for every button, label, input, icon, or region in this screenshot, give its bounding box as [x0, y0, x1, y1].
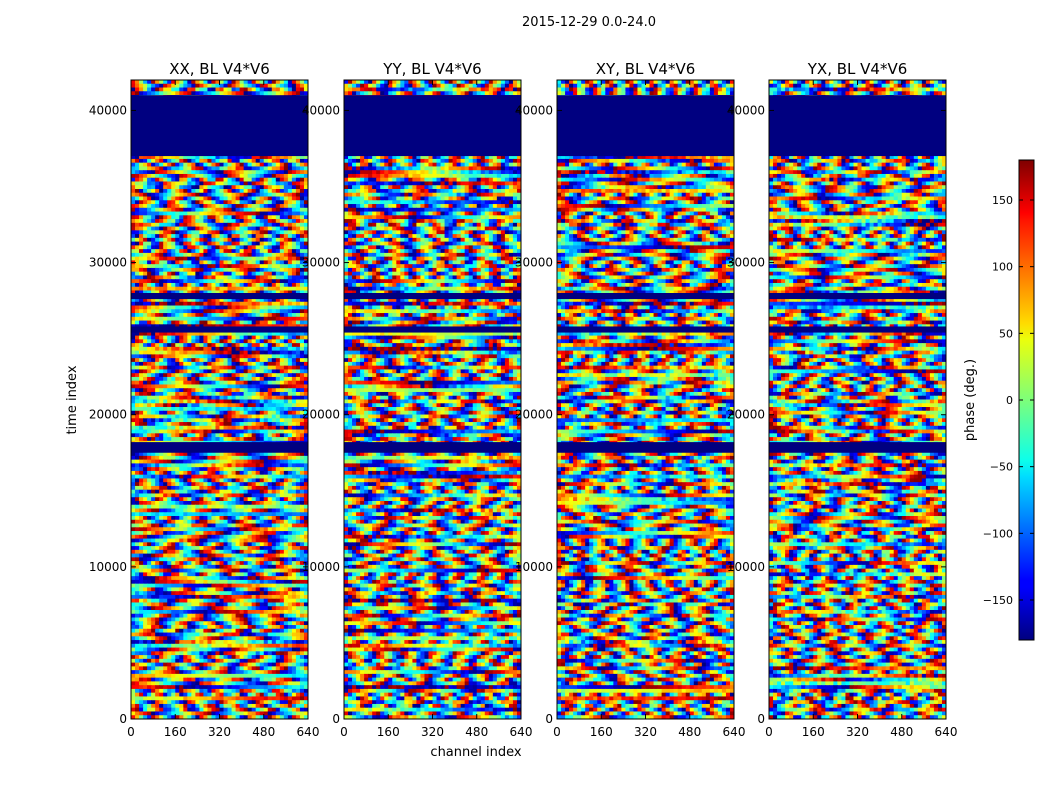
flagged-block	[769, 95, 946, 157]
colorbar-tick-label: −150	[983, 594, 1013, 607]
y-tick-label: 30000	[515, 256, 553, 270]
flagged-block	[131, 442, 308, 453]
x-axis-label: channel index	[430, 745, 521, 760]
x-tick-label: 640	[297, 725, 320, 739]
y-tick-label: 20000	[727, 408, 765, 422]
heatmap-panel: XY, BL V4*V6 0 160 320 480 640 0 10000 20000 3000…	[515, 60, 746, 739]
flagged-block	[557, 442, 734, 453]
flagged-block	[344, 293, 521, 300]
x-tick-label: 320	[634, 725, 657, 739]
heatmap-panel: YX, BL V4*V6 0 160 320 480 640 0 10000 20000 3000…	[727, 60, 958, 739]
x-tick-label: 480	[252, 725, 275, 739]
heatmap-image	[131, 80, 308, 719]
colorbar-tick-label: −100	[983, 527, 1013, 540]
colorbar-tick-label: 50	[999, 327, 1013, 340]
colorbar-label: phase (deg.)	[963, 359, 978, 441]
colorbar: 150 100 50 0 −50 −100 −150 phase (deg.)	[963, 159, 1035, 641]
figure-suptitle: 2015-12-29 0.0-24.0	[522, 15, 656, 30]
y-tick-label: 30000	[727, 256, 765, 270]
panels: XX, BL V4*V6 0 160 320 480 640 0 10000 20000 3000…	[89, 60, 958, 739]
y-tick-label: 0	[119, 712, 127, 726]
y-tick-label: 10000	[89, 560, 127, 574]
flagged-block	[344, 95, 521, 157]
y-tick-label: 0	[757, 712, 765, 726]
x-tick-label: 160	[802, 725, 825, 739]
y-tick-label: 40000	[727, 103, 765, 117]
y-tick-label: 0	[545, 712, 553, 726]
x-tick-label: 0	[340, 725, 348, 739]
x-tick-label: 0	[127, 725, 135, 739]
x-tick-label: 640	[510, 725, 533, 739]
x-tick-label: 0	[765, 725, 773, 739]
y-tick-label: 30000	[89, 256, 127, 270]
y-tick-label: 40000	[89, 103, 127, 117]
heatmap-image	[344, 80, 521, 719]
flagged-block	[769, 293, 946, 300]
colorbar-tick-label: 0	[1006, 394, 1013, 407]
panel-title: YX, BL V4*V6	[807, 60, 908, 78]
y-tick-label: 0	[332, 712, 340, 726]
x-tick-label: 640	[723, 725, 746, 739]
y-tick-label: 20000	[515, 408, 553, 422]
x-tick-label: 480	[890, 725, 913, 739]
x-tick-label: 0	[553, 725, 561, 739]
flagged-block	[557, 326, 734, 333]
y-tick-label: 40000	[302, 103, 340, 117]
x-tick-label: 160	[590, 725, 613, 739]
heatmap-image	[769, 80, 946, 719]
panel-title: XX, BL V4*V6	[169, 60, 270, 78]
colorbar-tick-label: 150	[992, 194, 1013, 207]
y-tick-label: 10000	[727, 560, 765, 574]
heatmap-panel: XX, BL V4*V6 0 160 320 480 640 0 10000 20000 3000…	[89, 60, 320, 739]
colorbar-tick-label: 100	[992, 261, 1013, 274]
flagged-block	[769, 442, 946, 453]
colorbar-tick-label: −50	[990, 461, 1013, 474]
y-tick-label: 30000	[302, 256, 340, 270]
y-tick-label: 10000	[515, 560, 553, 574]
x-tick-label: 480	[465, 725, 488, 739]
flagged-block	[131, 95, 308, 157]
x-tick-label: 320	[846, 725, 869, 739]
flagged-block	[769, 326, 946, 333]
colorbar-ticks: 150 100 50 0 −50 −100 −150	[983, 194, 1034, 607]
flagged-block	[131, 326, 308, 333]
x-tick-label: 160	[377, 725, 400, 739]
panel-title: YY, BL V4*V6	[382, 60, 481, 78]
x-tick-label: 320	[421, 725, 444, 739]
heatmap-image	[557, 80, 734, 719]
x-tick-label: 640	[935, 725, 958, 739]
y-tick-label: 20000	[302, 408, 340, 422]
flagged-block	[557, 293, 734, 300]
y-tick-label: 40000	[515, 103, 553, 117]
x-tick-label: 160	[164, 725, 187, 739]
panel-title: XY, BL V4*V6	[596, 60, 696, 78]
flagged-block	[344, 442, 521, 453]
y-tick-label: 10000	[302, 560, 340, 574]
flagged-block	[131, 293, 308, 300]
y-tick-label: 20000	[89, 408, 127, 422]
x-tick-label: 480	[678, 725, 701, 739]
y-axis-label: time index	[65, 365, 80, 434]
heatmap-panel: YY, BL V4*V6 0 160 320 480 640 0 10000 20000 3000…	[302, 60, 533, 739]
flagged-block	[557, 95, 734, 157]
x-tick-label: 320	[208, 725, 231, 739]
flagged-block	[344, 326, 521, 333]
